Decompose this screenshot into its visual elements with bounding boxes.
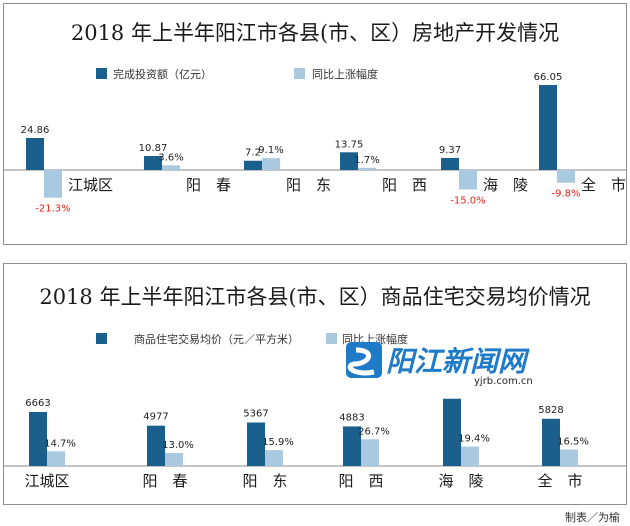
watermark-name: 阳江新闻网 bbox=[386, 345, 530, 378]
legend-label-price: 商品住宅交易均价（元／平方米） bbox=[134, 332, 299, 346]
label-price-3: 4883 bbox=[339, 412, 364, 423]
bar-investment-5 bbox=[539, 85, 557, 170]
watermark-url: yjrb.com.cn bbox=[474, 376, 533, 387]
legend-swatch-price bbox=[96, 333, 107, 344]
chart-2-svg: 2018 年上半年阳江市各县(市、区）商品住宅交易均价情况商品住宅交易均价（元／… bbox=[4, 285, 626, 490]
legend-label-investment: 完成投资额（亿元） bbox=[113, 67, 212, 81]
label-growth2-5: 16.5% bbox=[557, 437, 589, 448]
housing-price-chart: 2018 年上半年阳江市各县(市、区）商品住宅交易均价情况商品住宅交易均价（元／… bbox=[3, 263, 627, 505]
bar-growth2-0 bbox=[47, 451, 65, 466]
bar-growth2-2 bbox=[265, 450, 283, 466]
bar-investment-2 bbox=[244, 160, 262, 170]
legend-swatch-growth-2 bbox=[326, 333, 337, 344]
chart-1-title: 2018 年上半年阳江市各县(市、区）房地产开发情况 bbox=[71, 21, 559, 45]
legend-swatch-growth bbox=[294, 68, 305, 79]
label-growth-5: -9.8% bbox=[551, 189, 580, 200]
label-price-0: 6663 bbox=[25, 398, 50, 409]
label-growth2-2: 15.9% bbox=[262, 437, 294, 448]
bar-growth-5 bbox=[557, 170, 575, 183]
category-label2-1: 阳 春 bbox=[142, 472, 187, 490]
label-price-5: 5828 bbox=[538, 405, 563, 416]
label-growth-0: -21.3% bbox=[35, 204, 70, 215]
bar-price-1 bbox=[147, 425, 165, 466]
label-growth-2: 9.1% bbox=[258, 145, 283, 156]
label-investment-4: 9.37 bbox=[439, 145, 461, 156]
bar-growth-4 bbox=[459, 170, 477, 190]
label-investment-3: 13.75 bbox=[335, 139, 364, 150]
category-label-5: 全 市 bbox=[581, 176, 626, 194]
bar-growth-3 bbox=[358, 167, 376, 170]
bar-investment-4 bbox=[441, 157, 459, 170]
label-investment-1: 10.87 bbox=[139, 143, 168, 154]
label-investment-5: 66.05 bbox=[534, 72, 563, 83]
label-price-2: 5367 bbox=[243, 409, 268, 420]
bar-growth-0 bbox=[44, 170, 62, 198]
category-label2-4: 海 陵 bbox=[438, 472, 483, 490]
category-label2-2: 阳 东 bbox=[242, 472, 287, 490]
real-estate-development-chart: 2018 年上半年阳江市各县(市、区）房地产开发情况完成投资额（亿元） 同比上涨幅… bbox=[3, 3, 627, 245]
label-price-1: 4977 bbox=[143, 412, 168, 423]
label-growth-3: 1.7% bbox=[354, 155, 379, 166]
label-investment-2: 7.2 bbox=[245, 148, 261, 159]
label-investment-0: 24.86 bbox=[21, 125, 50, 136]
category-label2-5: 全 市 bbox=[537, 472, 582, 490]
chart-2-title: 2018 年上半年阳江市各县(市、区）商品住宅交易均价情况 bbox=[39, 285, 590, 309]
label-growth2-3: 26.7% bbox=[358, 426, 390, 437]
category-label-0: 江城区 bbox=[68, 176, 113, 194]
category-label-4: 海 陵 bbox=[483, 176, 528, 194]
label-growth-1: 3.6% bbox=[158, 152, 183, 163]
bar-price-5 bbox=[542, 418, 560, 466]
bar-investment-0 bbox=[26, 138, 44, 170]
watermark-icon-wave bbox=[347, 347, 375, 376]
bar-growth2-4 bbox=[461, 446, 479, 466]
category-label2-3: 阳 西 bbox=[338, 472, 383, 490]
category-label-3: 阳 西 bbox=[382, 176, 427, 194]
bar-investment-3 bbox=[340, 152, 358, 170]
legend-label-growth: 同比上涨幅度 bbox=[312, 67, 378, 81]
bar-growth2-1 bbox=[165, 453, 183, 466]
bar-price-3 bbox=[343, 426, 361, 466]
bar-price-2 bbox=[247, 422, 265, 466]
category-label2-0: 江城区 bbox=[24, 472, 69, 490]
bar-growth-2 bbox=[262, 158, 280, 170]
bar-growth-1 bbox=[162, 165, 180, 170]
label-growth2-0: 14.7% bbox=[44, 438, 76, 449]
bar-investment-1 bbox=[144, 156, 162, 170]
bar-price-4 bbox=[443, 398, 461, 466]
bar-growth2-3 bbox=[361, 439, 379, 466]
category-label-1: 阳 春 bbox=[186, 176, 231, 194]
bar-price-0 bbox=[29, 412, 47, 466]
legend-swatch-investment bbox=[96, 68, 107, 79]
label-growth-4: -15.0% bbox=[450, 196, 485, 207]
bar-growth2-5 bbox=[560, 449, 578, 466]
category-label-2: 阳 东 bbox=[286, 176, 331, 194]
credit-text: 制表／为榆 bbox=[565, 511, 620, 524]
label-growth2-1: 13.0% bbox=[162, 440, 194, 451]
label-growth2-4: 19.4% bbox=[458, 434, 490, 445]
